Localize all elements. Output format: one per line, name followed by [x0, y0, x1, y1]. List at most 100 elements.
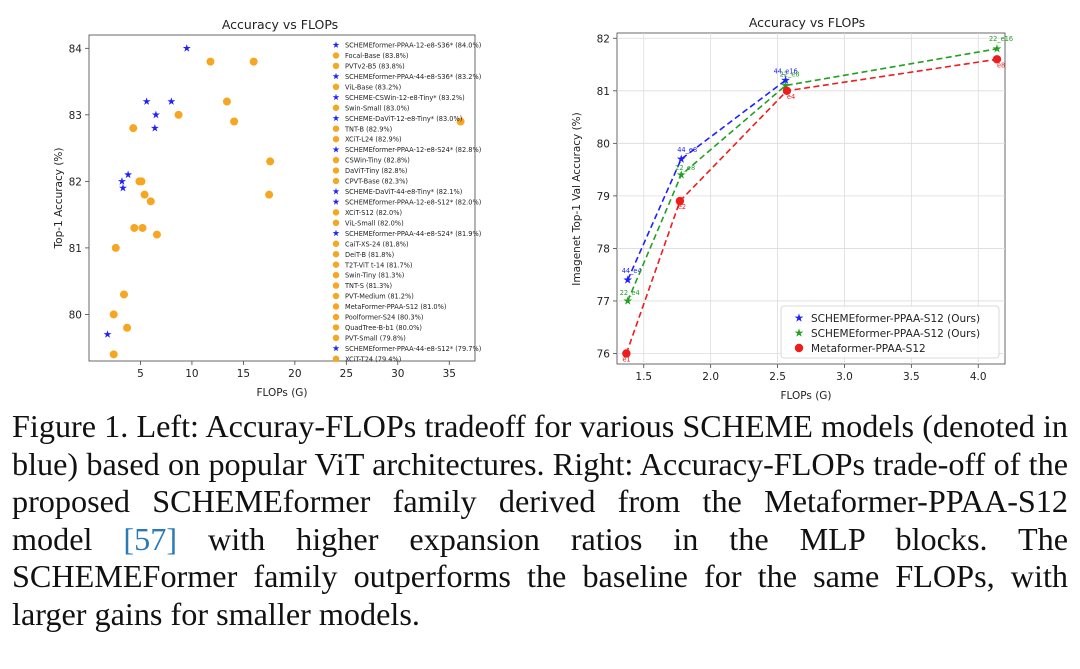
right-x-tick-label: 2.0	[702, 371, 719, 383]
left-legend-marker	[332, 271, 340, 279]
left-x-tick-label: 15	[237, 368, 250, 380]
left-scatter-point	[249, 57, 258, 66]
right-y-tick-label: 80	[597, 138, 610, 150]
right-legend: SCHEMEformer-PPAA-S12 (Ours) SCHEMEformer…	[780, 305, 1000, 359]
left-legend-marker	[332, 209, 340, 216]
right-y-tick-label: 76	[597, 348, 611, 360]
left-x-tick-label: 5	[137, 368, 144, 380]
left-legend-entry: QuadTree-B-b1 (80.0%)	[345, 324, 422, 332]
left-chart: Accuracy vs FLOPs 5 10 15 20 25 30 35 80 81 82 83 8…	[53, 17, 481, 399]
left-scatter-point	[206, 57, 215, 66]
left-legend-marker	[332, 240, 340, 247]
left-legend-entry: T2T-ViT t-14 (81.7%)	[344, 261, 413, 269]
right-point-label: 22_e8	[675, 164, 695, 172]
right-legend-box	[780, 305, 1000, 359]
right-series-point	[675, 196, 685, 206]
left-scatter-point	[111, 243, 120, 252]
left-x-axis-label: FLOPs (G)	[256, 387, 307, 399]
left-legend-entry: SCHEME-DaViT-44-e8-Tiny* (82.1%)	[345, 188, 462, 196]
left-scatter-point	[222, 97, 231, 106]
right-legend-entry: SCHEMEformer-PPAA-S12 (Ours)	[811, 313, 980, 325]
right-x-axis-label: FLOPs (G)	[780, 390, 831, 402]
left-legend-entry: ViL-Small (82.0%)	[345, 219, 404, 227]
figure-caption: Figure 1. Left: Accuray-FLOPs tradeoff f…	[12, 408, 1068, 633]
left-scatter-point	[265, 190, 274, 199]
left-x-tick-label: 10	[185, 368, 198, 380]
right-point-label: 22_e8	[780, 71, 800, 79]
right-legend-entry: Metaformer-PPAA-S12	[811, 343, 926, 355]
left-legend-marker	[332, 156, 340, 164]
caption-text-after: with higher expansion ratios in the MLP …	[12, 520, 1069, 632]
left-legend-marker	[332, 125, 340, 132]
right-point-label: e2	[678, 203, 686, 211]
left-x-tick-label: 30	[391, 368, 404, 380]
right-y-tick-label: 79	[597, 191, 610, 203]
left-legend-entry: TNT-S (81.3%)	[344, 282, 392, 290]
left-legend-entry: ViL-Base (83.2%)	[345, 83, 401, 91]
left-legend: SCHEMEformer-PPAA-12-e8-S36* (84.0%) Foca…	[332, 41, 481, 363]
right-legend-entry: SCHEMEformer-PPAA-S12 (Ours)	[811, 328, 980, 340]
left-scatter-point	[138, 223, 147, 232]
left-scatter-point	[456, 117, 465, 126]
right-point-label: e1	[622, 355, 630, 363]
left-legend-entry: SCHEMEformer-PPAA-12-e8-S24* (82.8%)	[345, 146, 481, 154]
left-legend-marker	[332, 62, 340, 70]
right-legend-marker	[794, 343, 804, 353]
left-legend-entry: SCHEMEformer-PPAA-12-e8-S36* (84.0%)	[345, 42, 481, 50]
right-series-line	[626, 79, 787, 281]
left-scatter-point	[146, 197, 155, 206]
right-point-label: e4	[787, 93, 795, 101]
left-legend-entry: SCHEME-DaViT-12-e8-Tiny* (83.0%)	[345, 115, 462, 123]
left-x-tick-label: 25	[340, 368, 353, 380]
left-legend-marker	[332, 261, 340, 268]
caption-reference-link[interactable]: [57]	[123, 520, 178, 557]
left-legend-marker	[332, 334, 340, 342]
right-x-tick-label: 3.5	[903, 371, 920, 383]
left-legend-marker	[332, 104, 340, 111]
left-legend-entry: SCHEMEformer-PPAA-12-e8-S12* (82.0%)	[345, 199, 481, 207]
right-series-1: 22_e4 22_e8 22_e8 22_e16	[620, 35, 1013, 305]
right-series-point	[992, 55, 1002, 64]
left-legend-marker	[332, 135, 340, 143]
right-x-tick-label: 2.5	[769, 371, 786, 383]
left-legend-entry: XCiT-S12 (82.0%)	[345, 209, 402, 217]
left-legend-marker	[332, 177, 340, 185]
figure-charts: Accuracy vs FLOPs 5 10 15 20 25 30 35 80 81 82 83 8…	[53, 15, 1013, 402]
right-series-line	[625, 58, 998, 354]
left-y-tick-label: 84	[69, 43, 83, 55]
left-scatter-point	[109, 350, 118, 359]
left-legend-entry: Swin-Tiny (81.3%)	[345, 272, 404, 280]
right-point-label: 44_e4	[622, 267, 642, 275]
left-legend-entry: SCHEMEformer-PPAA-44-e8-S24* (81.9%)	[345, 230, 481, 238]
left-legend-marker	[332, 303, 340, 310]
left-legend-entry: PVTv2-B5 (83.8%)	[345, 63, 405, 71]
left-legend-marker	[332, 313, 340, 321]
left-scatter-point	[140, 190, 149, 199]
right-y-tick-label: 78	[597, 243, 610, 255]
right-x-tick-label: 3.0	[836, 371, 853, 383]
left-legend-marker	[332, 292, 340, 300]
left-x-tick-label: 35	[443, 368, 456, 380]
right-y-tick-label: 82	[597, 33, 610, 45]
left-scatter-point	[130, 223, 139, 232]
right-series-point	[622, 349, 631, 358]
right-chart: Accuracy vs FLOPs 1.5 2.0 2.5 3.0 3.5 4.0 76 77…	[571, 15, 1013, 402]
left-legend-entry: DaViT-Tiny (82.8%)	[345, 167, 407, 175]
right-series-line	[626, 48, 998, 302]
left-scatter-point	[230, 117, 239, 126]
left-legend-entry: SCHEMEformer-PPAA-44-e8-S36* (83.2%)	[345, 73, 481, 81]
right-point-label: 44_e16	[774, 67, 798, 75]
left-legend-entry: DeiT-B (81.8%)	[345, 251, 394, 259]
left-legend-marker	[332, 324, 340, 331]
right-y-axis-label: Imagenet Top-1 Val Accuracy (%)	[571, 112, 583, 285]
left-scatter-point	[174, 110, 183, 119]
left-plot-frame	[88, 34, 476, 362]
left-legend-entry: Poolformer-S24 (80.3%)	[345, 314, 424, 322]
left-x-tick-label: 20	[288, 368, 301, 380]
right-point-label: 22_e4	[620, 289, 640, 297]
caption-text-before: Figure 1. Left: Accuray-FLOPs tradeoff f…	[12, 408, 1068, 557]
left-scatter-point	[152, 230, 161, 239]
right-x-tick-label: 4.0	[970, 371, 987, 383]
left-legend-entry: CPVT-Base (82.3%)	[345, 178, 408, 186]
left-legend-entry: XCiT-L24 (82.9%)	[345, 136, 402, 144]
